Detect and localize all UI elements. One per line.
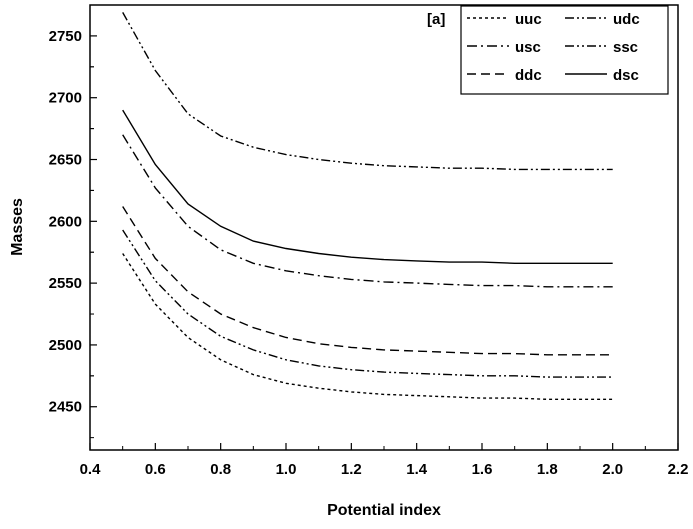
- y-tick-label: 2650: [49, 152, 82, 169]
- x-tick-label: 0.8: [210, 461, 231, 478]
- legend-label-uuc: uuc: [515, 11, 542, 28]
- x-tick-label: 1.0: [276, 461, 297, 478]
- y-tick-label: 2500: [49, 337, 82, 354]
- series-line-uuc: [122, 253, 613, 400]
- y-tick-label: 2600: [49, 213, 82, 230]
- series-line-ssc: [122, 12, 613, 171]
- x-tick-label: 1.6: [472, 461, 493, 478]
- series-line-usc: [122, 134, 613, 288]
- y-tick-label: 2750: [49, 28, 82, 45]
- x-tick-label: 2.0: [602, 461, 623, 478]
- x-tick-label: 2.2: [668, 461, 689, 478]
- x-tick-label: 0.6: [145, 461, 166, 478]
- series-layer: [122, 12, 613, 400]
- x-axis-title: Potential index: [327, 502, 441, 519]
- y-axis: 2450 2500 2550 2600 2650 2700 2750: [49, 28, 97, 439]
- y-axis-title: Masses: [9, 198, 26, 256]
- series-line-ddc: [122, 206, 613, 356]
- x-tick-label: 1.2: [341, 461, 362, 478]
- legend: uuc udc usc ssc ddc dsc: [467, 11, 640, 84]
- legend-label-dsc: dsc: [613, 67, 639, 84]
- x-tick-label: 0.4: [80, 461, 102, 478]
- legend-label-ddc: ddc: [515, 67, 542, 84]
- x-axis: 0.4 0.6 0.8 1.0 1.2 1.4 1.6 1.8 2.0 2.2: [80, 443, 689, 478]
- x-tick-label: 1.8: [537, 461, 558, 478]
- legend-label-ssc: ssc: [613, 39, 638, 56]
- y-tick-label: 2450: [49, 399, 82, 416]
- series-line-dsc: [122, 109, 613, 264]
- legend-label-usc: usc: [515, 39, 541, 56]
- series-line-udc: [122, 229, 613, 378]
- y-tick-label: 2700: [49, 90, 82, 107]
- panel-label: [a]: [427, 11, 445, 28]
- y-tick-label: 2550: [49, 275, 82, 292]
- x-tick-label: 1.4: [406, 461, 428, 478]
- legend-label-udc: udc: [613, 11, 640, 28]
- legend-box: [460, 5, 669, 95]
